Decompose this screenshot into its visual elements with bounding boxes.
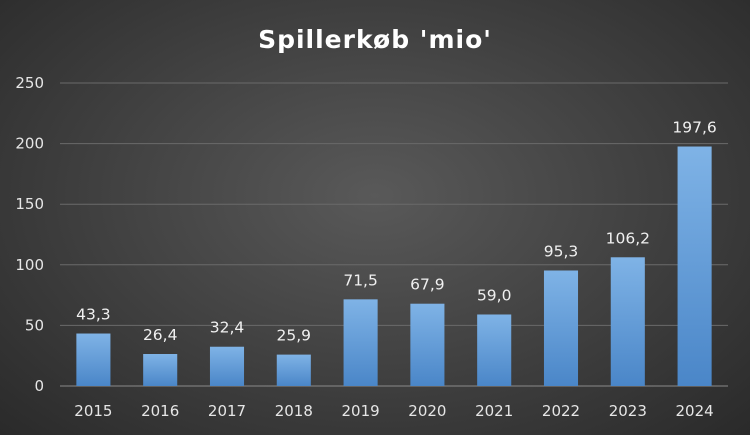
- bar-2021: [477, 314, 512, 386]
- bar-2018: [276, 354, 311, 386]
- data-label-2022: 95,3: [544, 242, 579, 260]
- data-label-2023: 106,2: [606, 229, 650, 247]
- bar-2017: [209, 346, 245, 386]
- y-tick-label: 100: [15, 256, 44, 274]
- data-label-2016: 26,4: [143, 326, 178, 344]
- x-axis: 2015 2016 2017 2018 2019 2020 2021 2022 2023 2024: [74, 402, 713, 420]
- x-tick-label: 2016: [141, 402, 179, 420]
- x-tick-label: 2022: [542, 402, 580, 420]
- bar-2024: [677, 146, 712, 386]
- bar-2023: [610, 257, 645, 386]
- x-tick-label: 2018: [275, 402, 313, 420]
- bars: [76, 146, 712, 386]
- data-labels: 43,3 26,4 32,4 25,9 71,5 67,9 59,0 95,3 106,2 197…: [76, 119, 717, 345]
- data-label-2018: 25,9: [277, 327, 312, 345]
- data-label-2024: 197,6: [672, 119, 716, 137]
- y-tick-label: 200: [15, 135, 44, 153]
- x-tick-label: 2015: [74, 402, 112, 420]
- bar-2016: [143, 354, 178, 386]
- bar-2022: [543, 270, 579, 386]
- chart-title: Spillerkøb 'mio': [258, 25, 492, 54]
- bar-2019: [343, 299, 378, 386]
- data-label-2020: 67,9: [410, 276, 445, 294]
- x-tick-label: 2020: [408, 402, 446, 420]
- data-label-2019: 71,5: [343, 271, 378, 289]
- x-tick-label: 2024: [676, 402, 714, 420]
- y-tick-label: 150: [15, 195, 44, 213]
- y-tick-label: 0: [34, 377, 44, 395]
- data-label-2017: 32,4: [210, 319, 245, 337]
- data-label-2021: 59,0: [477, 286, 512, 304]
- bar-2015: [76, 333, 111, 386]
- y-tick-label: 50: [25, 316, 44, 334]
- x-tick-label: 2023: [609, 402, 647, 420]
- y-axis: 0 50 100 150 200 250: [15, 74, 44, 395]
- x-tick-label: 2017: [208, 402, 246, 420]
- data-label-2015: 43,3: [76, 306, 111, 324]
- x-tick-label: 2021: [475, 402, 513, 420]
- x-tick-label: 2019: [342, 402, 380, 420]
- y-tick-label: 250: [15, 74, 44, 92]
- bar-2020: [410, 303, 445, 386]
